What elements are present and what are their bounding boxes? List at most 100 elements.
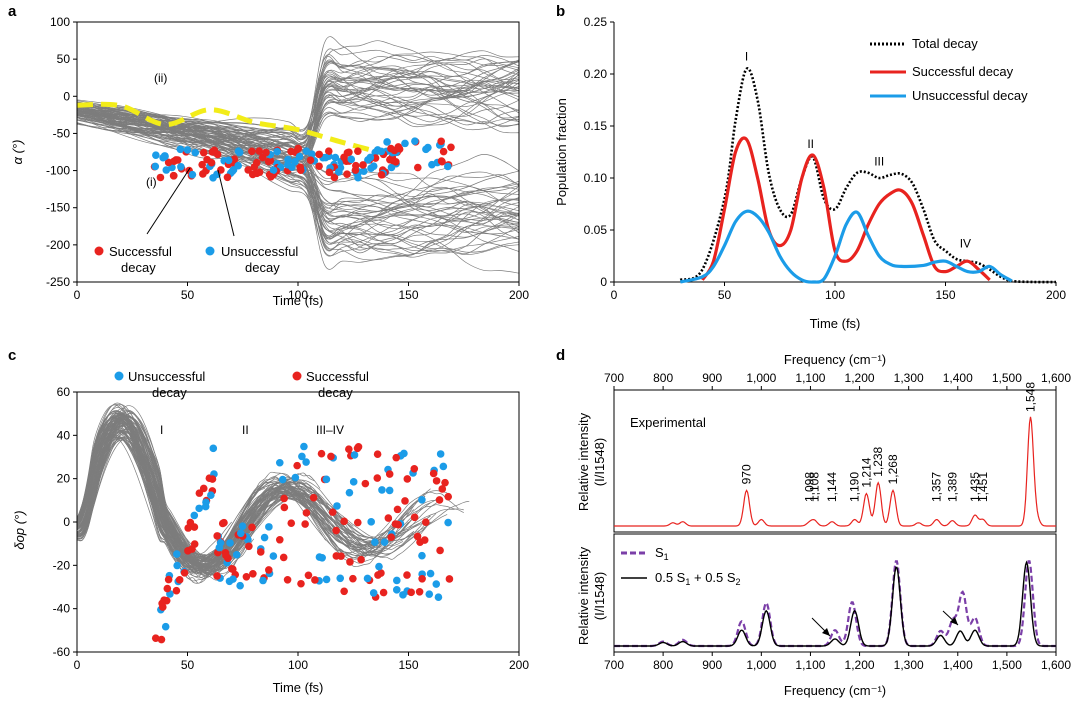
peak-label: 1,548	[1024, 382, 1038, 412]
successful-decay-point	[173, 156, 182, 164]
unsuccessful-decay-point	[229, 575, 237, 583]
successful-decay-point	[253, 169, 261, 178]
x-tick-label: 50	[181, 288, 195, 302]
top-x-tick-label: 700	[604, 371, 624, 385]
successful-decay-point	[287, 519, 296, 527]
successful-decay-point	[280, 503, 289, 512]
unsuccessful-decay-point	[422, 145, 430, 154]
peak-label: 1,238	[871, 446, 885, 476]
unsuccessful-decay-point	[411, 137, 419, 145]
successful-decay-point	[311, 576, 319, 584]
successful-decay-point	[156, 173, 165, 182]
successful-decay-point	[208, 475, 217, 483]
trajectory-line	[76, 73, 520, 148]
successful-decay-point	[389, 156, 397, 165]
peak-label: 1,451	[976, 472, 990, 502]
unsuccessful-decay-point	[284, 160, 292, 169]
successful-decay-point	[164, 575, 173, 584]
top-x-tick-label: 1,600	[1041, 371, 1071, 385]
series-unsuccessful-decay	[679, 209, 1013, 284]
successful-decay-point	[418, 575, 426, 583]
successful-decay-point	[436, 546, 444, 555]
unsuccessful-decay-point	[371, 148, 380, 157]
unsuccessful-decay-point	[369, 162, 378, 170]
successful-decay-point	[306, 156, 315, 164]
legend-label-unsuccessful: Unsuccessful decay	[912, 88, 1028, 103]
trajectory-line	[76, 113, 520, 222]
panel-b-axes: 0 50 100 150 200 0 0.05 0.10 0.15 0.20 0.25	[584, 15, 1067, 302]
successful-decay-point	[267, 172, 275, 181]
unsuccessful-decay-point	[360, 167, 368, 175]
successful-decay-point	[359, 161, 367, 169]
panel-d-ylabel-bottom: Relative intensity(I/I1548)	[576, 546, 607, 645]
unsuccessful-decay-point	[322, 575, 331, 584]
unsuccessful-decay-point	[207, 491, 215, 500]
successful-decay-point	[432, 477, 441, 485]
panel-c-legend-unsuccessful: Unsuccessful decay	[128, 369, 205, 400]
panel-a-legend-unsuccessful: Unsuccessful decay	[221, 244, 298, 275]
successful-decay-point	[373, 450, 382, 459]
successful-decay-point	[228, 565, 236, 573]
successful-decay-point	[403, 571, 411, 579]
successful-decay-point	[245, 542, 253, 551]
top-x-tick-label: 1,300	[894, 371, 924, 385]
successful-decay-point	[373, 474, 382, 482]
x-tick-label: 900	[702, 658, 722, 672]
successful-decay-point	[392, 453, 401, 462]
trajectory-line	[76, 413, 321, 577]
successful-decay-point	[401, 497, 409, 505]
successful-decay-point	[435, 496, 444, 504]
panel-c-ylabel: δop (°)	[12, 510, 27, 549]
unsuccessful-decay-point	[183, 146, 192, 154]
peak-label: 1,098	[803, 472, 817, 502]
successful-decay-point	[255, 147, 264, 155]
successful-decay-point	[304, 571, 313, 580]
unsuccessful-decay-point	[238, 522, 247, 530]
successful-decay-point	[444, 492, 453, 501]
unsuccessful-decay-point	[393, 576, 401, 585]
panel-a-axes: 0 50 100 150 200 100 50 0 -50 -100 -150 -200 -250	[46, 15, 529, 302]
unsuccessful-decay-point	[298, 452, 306, 461]
x-tick-label: 100	[288, 288, 308, 302]
unsuccessful-decay-point	[375, 562, 383, 571]
unsuccessful-decay-point	[300, 442, 308, 451]
successful-decay-point	[343, 148, 352, 157]
successful-decay-point	[287, 147, 295, 156]
panel-a-decay-points	[150, 137, 455, 182]
unsuccessful-decay-point	[173, 550, 181, 558]
y-tick-label: 60	[57, 385, 71, 399]
unsuccessful-decay-point	[177, 163, 185, 171]
successful-decay-point	[252, 158, 261, 167]
panel-b-legend: Total decay Successful decay Unsuccessfu…	[870, 36, 1028, 103]
successful-decay-point	[429, 469, 438, 478]
unsuccessful-decay-point	[380, 538, 389, 547]
panel-c-legend-dot-unsuccessful	[114, 371, 124, 381]
trajectory-line	[76, 112, 520, 257]
successful-decay-point	[410, 465, 419, 473]
successful-decay-point	[180, 569, 189, 577]
trajectory-line	[76, 424, 227, 562]
panel-d-top-xlabel: Frequency (cm⁻¹)	[784, 352, 886, 367]
successful-decay-point	[437, 137, 445, 146]
trajectory-line	[76, 427, 332, 563]
successful-decay-point	[248, 147, 256, 156]
panel-d-ylabel-top: Relative intensity(I/I1548)	[576, 412, 607, 511]
panel-b-series	[679, 67, 1057, 284]
panel-a-pointer-successful	[146, 167, 191, 235]
unsuccessful-decay-point	[202, 498, 210, 507]
y-tick-label: 40	[57, 428, 71, 442]
successful-decay-point	[213, 532, 221, 540]
successful-decay-point	[208, 148, 217, 156]
successful-decay-point	[217, 166, 225, 174]
legend-label-successful: Successful decay	[912, 64, 1014, 79]
unsuccessful-decay-point	[234, 161, 242, 170]
unsuccessful-decay-point	[259, 576, 267, 585]
panel-d-axes: 700 700 800 800 900 900 1,000 1,000 1,100 1,100 1,…	[604, 371, 1071, 672]
unsuccessful-decay-point	[152, 151, 160, 159]
panel-label-d: d	[556, 347, 565, 364]
top-x-tick-label: 1,400	[943, 371, 973, 385]
unsuccessful-decay-point	[318, 553, 326, 562]
calculated-line-s1	[614, 560, 1056, 648]
y-tick-label: 100	[50, 15, 70, 29]
